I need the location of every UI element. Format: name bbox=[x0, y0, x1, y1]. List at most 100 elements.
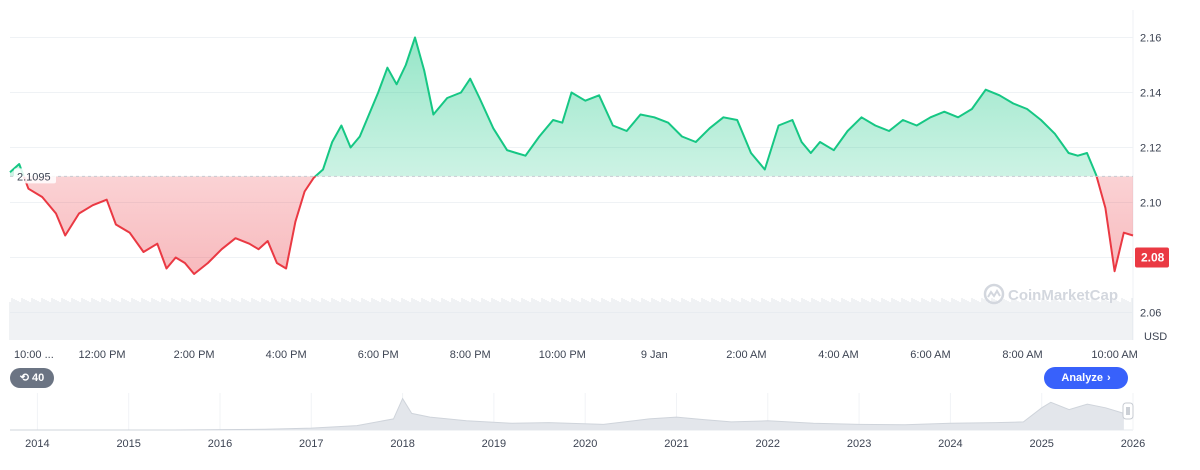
data-point bbox=[1040, 119, 1042, 121]
data-point bbox=[810, 152, 812, 154]
data-point bbox=[78, 212, 80, 214]
data-point bbox=[1086, 152, 1088, 154]
data-point bbox=[846, 130, 848, 132]
data-point bbox=[423, 69, 425, 71]
x-tick-label: 10:00 ... bbox=[14, 349, 54, 361]
data-point bbox=[64, 234, 66, 236]
data-point bbox=[971, 108, 973, 110]
watermark: CoinMarketCap bbox=[983, 283, 1118, 305]
price-line bbox=[9, 36, 1134, 275]
data-point bbox=[764, 168, 766, 170]
area-below-reference bbox=[10, 176, 1133, 274]
data-point bbox=[128, 232, 130, 234]
data-point bbox=[1104, 207, 1106, 209]
area-above-reference bbox=[10, 37, 1097, 177]
data-point bbox=[777, 124, 779, 126]
x-tick-label: 8:00 PM bbox=[450, 349, 491, 361]
x-tick-label: 10:00 PM bbox=[539, 349, 586, 361]
data-point bbox=[598, 94, 600, 96]
coinmarketcap-logo-icon bbox=[983, 283, 1005, 305]
x-tick-label: 4:00 AM bbox=[818, 349, 858, 361]
data-point bbox=[506, 149, 508, 151]
y-tick-label: 2.06 bbox=[1140, 308, 1161, 320]
data-point bbox=[1012, 102, 1014, 104]
timeline-year-label: 2025 bbox=[1029, 438, 1053, 450]
y-tick-label: 2.10 bbox=[1140, 198, 1161, 210]
zoom-button[interactable]: ⟲ 40 bbox=[10, 368, 54, 388]
data-point bbox=[285, 267, 287, 269]
data-point bbox=[639, 113, 641, 115]
data-point bbox=[105, 199, 107, 201]
data-point bbox=[193, 273, 195, 275]
data-point bbox=[584, 100, 586, 102]
timeline-year-label: 2021 bbox=[664, 438, 688, 450]
data-point bbox=[359, 135, 361, 137]
data-point bbox=[708, 127, 710, 129]
data-point bbox=[294, 221, 296, 223]
data-point bbox=[695, 141, 697, 143]
data-point bbox=[888, 130, 890, 132]
range-handle[interactable] bbox=[1122, 402, 1134, 420]
timeline-year-label: 2018 bbox=[390, 438, 414, 450]
data-point bbox=[860, 116, 862, 118]
data-point bbox=[1132, 234, 1134, 236]
y-axis: 2.162.142.122.102.082.062.08 bbox=[1135, 33, 1169, 320]
data-point bbox=[515, 152, 517, 154]
x-tick-label: 6:00 AM bbox=[910, 349, 950, 361]
history-icon: ⟲ bbox=[19, 371, 29, 384]
data-point bbox=[92, 204, 94, 206]
data-point bbox=[722, 116, 724, 118]
data-point bbox=[41, 196, 43, 198]
data-point bbox=[221, 248, 223, 250]
reference-label: 2.1095 bbox=[17, 171, 51, 183]
data-point bbox=[184, 262, 186, 264]
data-point bbox=[349, 146, 351, 148]
data-point bbox=[395, 83, 397, 85]
data-point bbox=[819, 141, 821, 143]
data-point bbox=[1113, 270, 1115, 272]
y-tick-label: 2.16 bbox=[1140, 33, 1161, 45]
x-tick-label: 12:00 PM bbox=[79, 349, 126, 361]
price-line-down bbox=[22, 176, 1134, 275]
data-point bbox=[791, 119, 793, 121]
analyze-button[interactable]: Analyze › bbox=[1044, 367, 1128, 389]
data-point bbox=[492, 127, 494, 129]
data-point bbox=[322, 168, 324, 170]
data-point bbox=[998, 94, 1000, 96]
data-point bbox=[667, 122, 669, 124]
analyze-label: Analyze bbox=[1061, 372, 1103, 384]
x-tick-label: 6:00 PM bbox=[358, 349, 399, 361]
reference-line: 2.1095 bbox=[10, 168, 1133, 184]
data-point bbox=[248, 243, 250, 245]
data-point bbox=[115, 223, 117, 225]
data-point bbox=[469, 78, 471, 80]
timeline-year-label: 2016 bbox=[208, 438, 232, 450]
data-point bbox=[207, 262, 209, 264]
x-tick-label: 2:00 PM bbox=[174, 349, 215, 361]
data-point bbox=[165, 267, 167, 269]
data-point bbox=[460, 91, 462, 93]
data-point bbox=[405, 64, 407, 66]
data-point bbox=[552, 119, 554, 121]
data-point bbox=[432, 113, 434, 115]
data-point bbox=[800, 141, 802, 143]
data-point bbox=[915, 124, 917, 126]
data-point bbox=[267, 240, 269, 242]
data-point bbox=[446, 97, 448, 99]
timeline-year-label: 2026 bbox=[1121, 438, 1145, 450]
timeline-year-label: 2017 bbox=[299, 438, 323, 450]
data-point bbox=[340, 124, 342, 126]
x-axis: 10:00 ... 12:00 PM 2:00 PM 4:00 PM 6:00 PM 8:… bbox=[14, 349, 1138, 361]
data-point bbox=[1095, 174, 1097, 176]
mini-timeline[interactable]: 2014 2015 2016 2017 2018 2019 2020 2021 2022 2023… bbox=[10, 393, 1145, 450]
data-point bbox=[929, 116, 931, 118]
data-point bbox=[27, 188, 29, 190]
data-point bbox=[331, 141, 333, 143]
chevron-right-icon: › bbox=[1106, 371, 1111, 384]
timeline-year-label: 2014 bbox=[25, 438, 49, 450]
data-point bbox=[257, 248, 259, 250]
y-tick-label: 2.14 bbox=[1140, 88, 1161, 100]
data-point bbox=[377, 91, 379, 93]
